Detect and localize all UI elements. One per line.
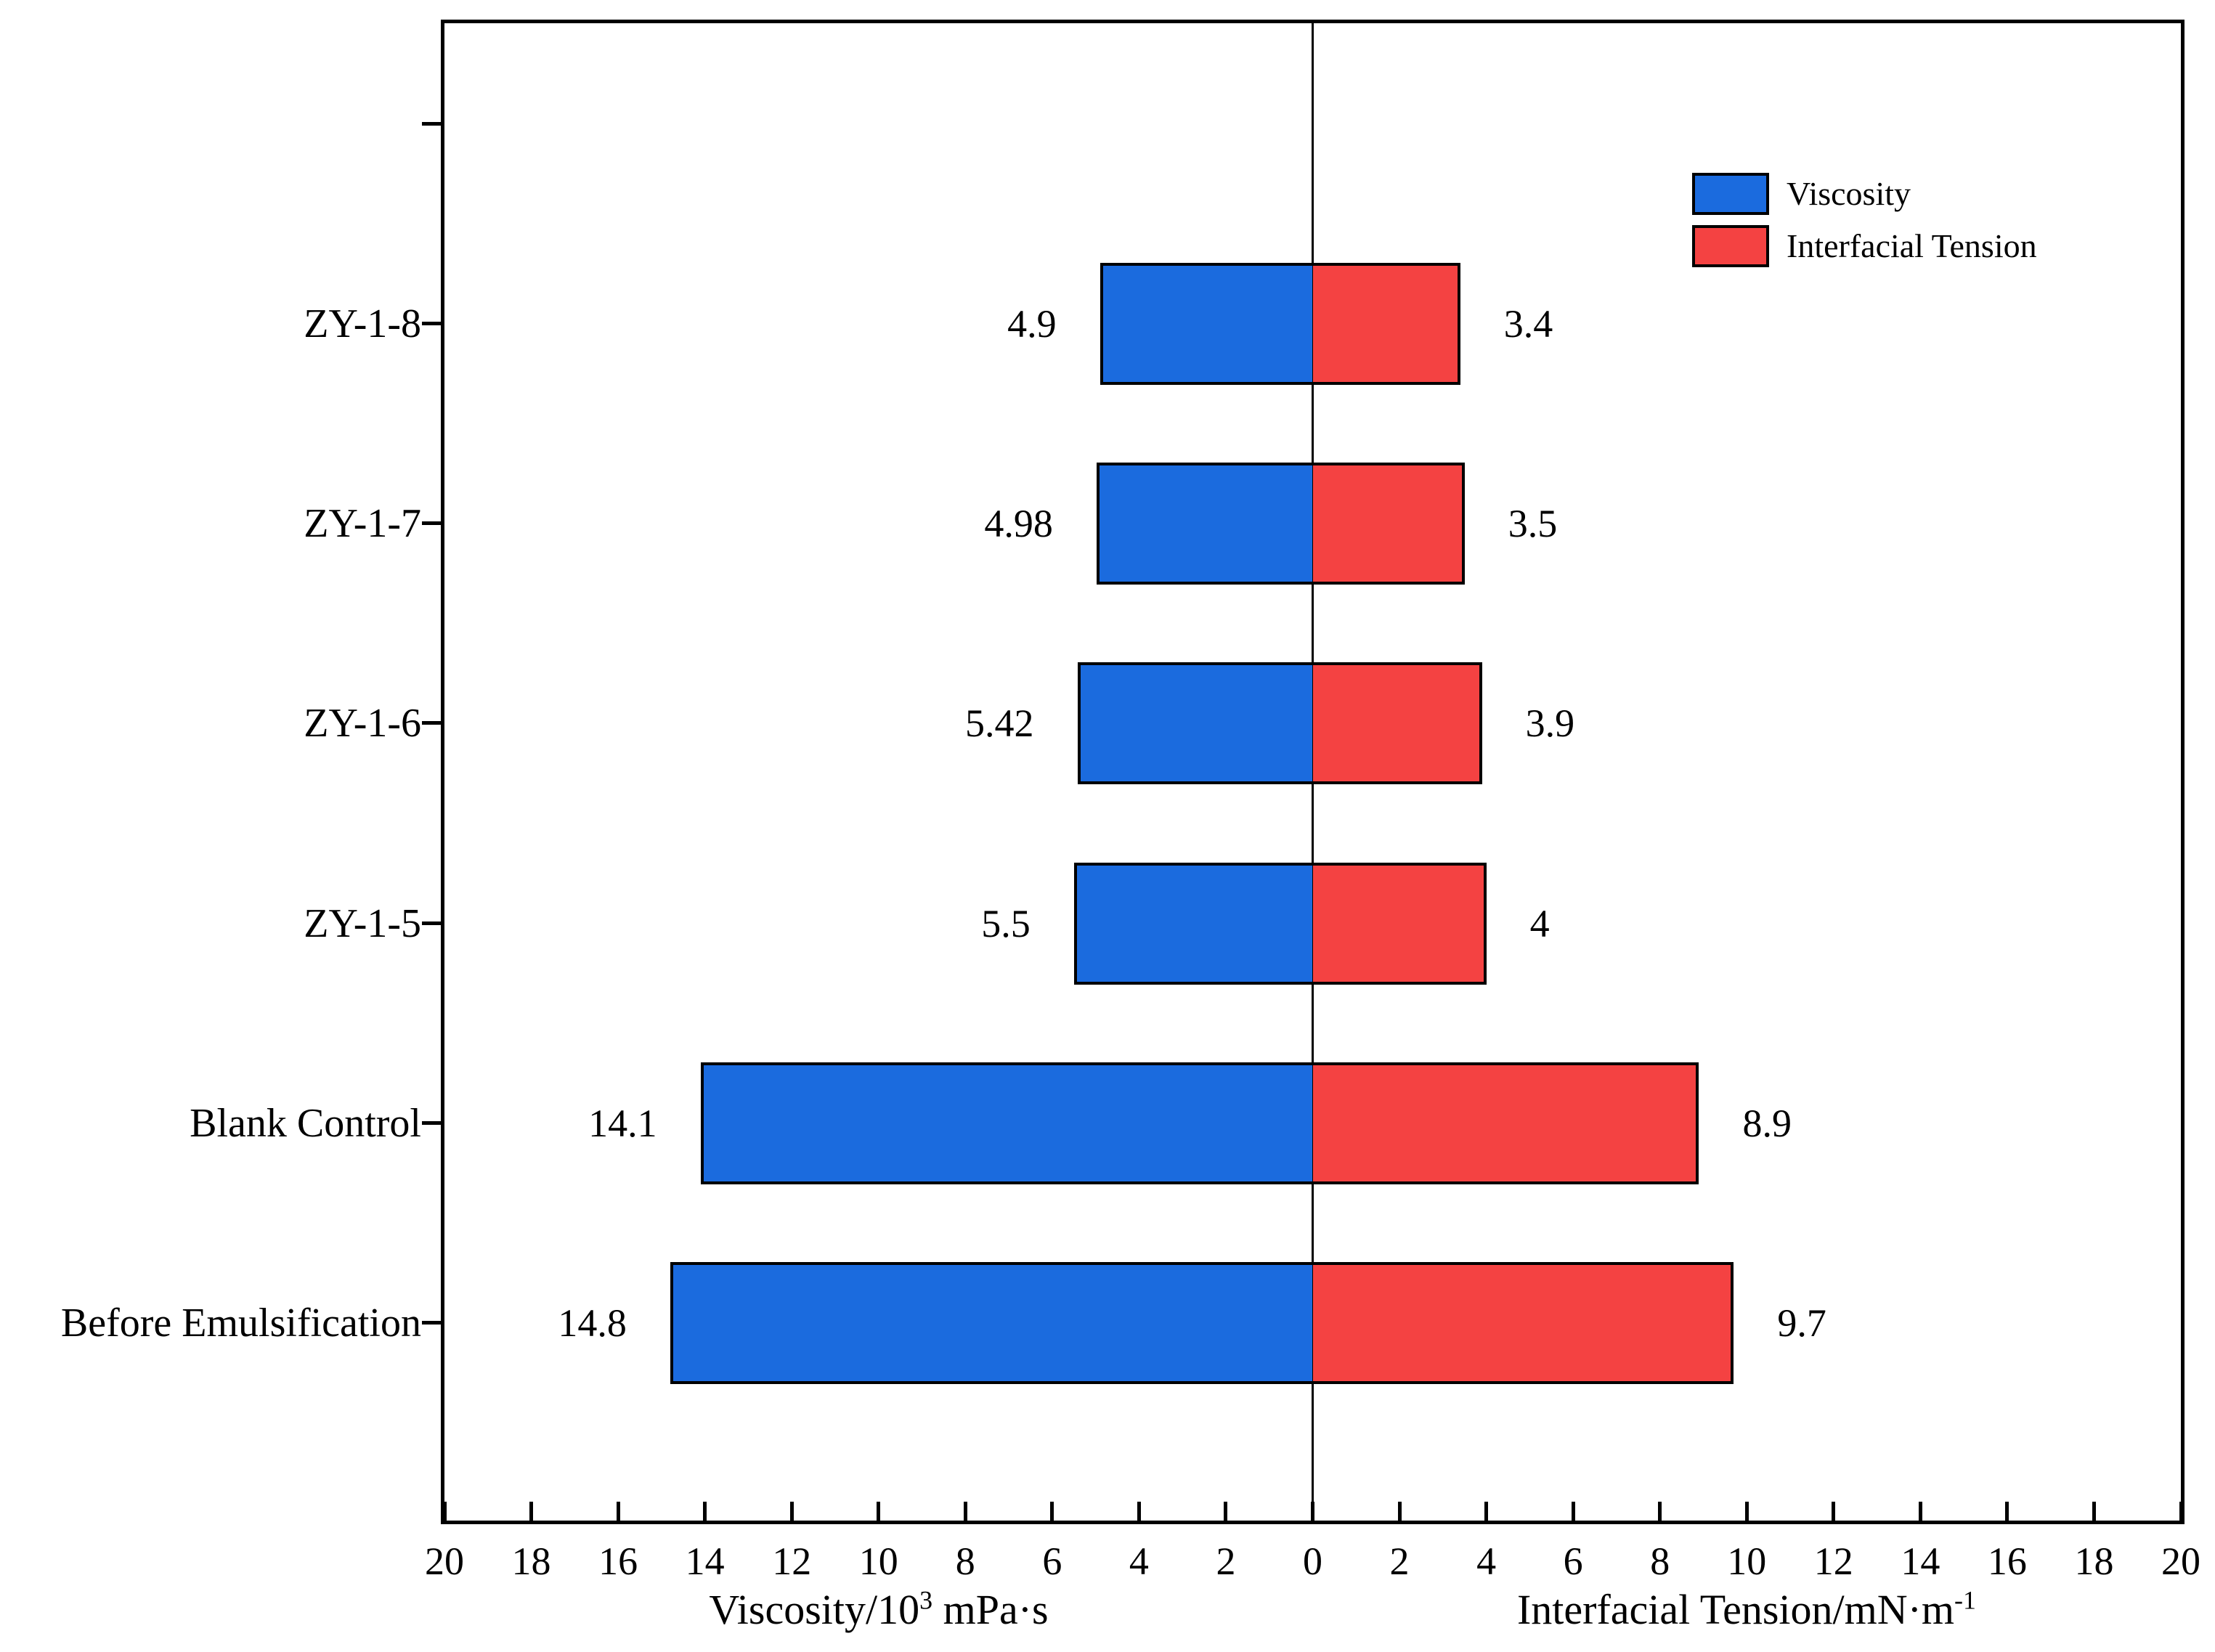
x-tick <box>1744 1502 1749 1521</box>
x-axis-title-viscosity-exponent: 3 <box>919 1585 933 1615</box>
x-tick <box>529 1502 534 1521</box>
x-tick <box>2179 1502 2183 1521</box>
x-tick-label: 0 <box>1303 1539 1322 1583</box>
y-tick <box>422 921 441 925</box>
category-label: ZY-1-6 <box>304 701 421 746</box>
x-tick-label: 14 <box>1901 1539 1940 1583</box>
tension-value-label: 9.7 <box>1777 1301 1826 1345</box>
x-tick <box>1918 1502 1922 1521</box>
x-tick-label: 2 <box>1216 1539 1236 1583</box>
category-label: ZY-1-8 <box>304 301 421 346</box>
tension-bar <box>1312 862 1487 985</box>
viscosity-value-label: 4.98 <box>984 502 1053 546</box>
x-axis-title-interfacial-tension: Interfacial Tension/mN·m-1 <box>1275 1583 2215 1637</box>
x-axis-title-tension-exponent: -1 <box>1954 1585 1976 1615</box>
viscosity-bar <box>1096 463 1313 585</box>
x-tick <box>1571 1502 1575 1521</box>
viscosity-value-label: 5.5 <box>981 901 1031 945</box>
legend-label-viscosity: Viscosity <box>1787 175 1911 212</box>
category-label: ZY-1-5 <box>304 900 421 946</box>
tension-value-label: 3.5 <box>1508 502 1558 546</box>
x-tick-label: 12 <box>1813 1539 1853 1583</box>
x-tick <box>1397 1502 1402 1521</box>
x-tick-label: 18 <box>511 1539 551 1583</box>
x-tick <box>1658 1502 1662 1521</box>
x-tick <box>2005 1502 2009 1521</box>
viscosity-bar <box>1077 662 1313 785</box>
x-tick-label: 2 <box>1389 1539 1410 1583</box>
x-axis-title-tension-text: Interfacial Tension/mN·m <box>1516 1586 1955 1633</box>
x-tick-label: 4 <box>1476 1539 1497 1583</box>
viscosity-value-label: 5.42 <box>965 701 1034 746</box>
y-tick <box>422 721 441 725</box>
x-tick <box>616 1502 620 1521</box>
x-tick <box>1224 1502 1228 1521</box>
viscosity-bar <box>1073 862 1313 985</box>
x-tick-label: 20 <box>425 1539 464 1583</box>
x-tick <box>877 1502 881 1521</box>
x-tick-label: 18 <box>2074 1539 2114 1583</box>
y-tick <box>422 322 441 325</box>
x-tick-label: 6 <box>1563 1539 1583 1583</box>
tension-value-label: 3.9 <box>1525 701 1575 746</box>
x-tick <box>1311 1502 1314 1521</box>
x-tick <box>963 1502 967 1521</box>
x-tick-label: 10 <box>1727 1539 1767 1583</box>
viscosity-value-label: 14.1 <box>588 1101 657 1145</box>
viscosity-bar <box>700 1062 1313 1184</box>
y-tick <box>422 1120 441 1125</box>
x-tick-label: 10 <box>858 1539 898 1583</box>
x-tick <box>1050 1502 1054 1521</box>
tension-bar <box>1312 263 1460 385</box>
viscosity-bar <box>1100 263 1313 385</box>
category-label: ZY-1-7 <box>304 501 421 547</box>
x-tick <box>2092 1502 2096 1521</box>
tension-bar <box>1312 662 1482 785</box>
tension-value-label: 8.9 <box>1742 1101 1792 1145</box>
x-tick <box>1137 1502 1141 1521</box>
x-tick <box>703 1502 707 1521</box>
tension-value-label: 3.4 <box>1503 302 1553 346</box>
x-tick-label: 16 <box>598 1539 638 1583</box>
x-tick-label: 16 <box>1987 1539 2027 1583</box>
tension-value-label: 4 <box>1529 901 1550 945</box>
legend-label-interfacial-tension: Interfacial Tension <box>1787 227 2037 264</box>
x-tick-label: 14 <box>685 1539 725 1583</box>
x-tick-label: 20 <box>2161 1539 2200 1583</box>
x-tick-label: 6 <box>1042 1539 1062 1583</box>
viscosity-swatch-icon <box>1692 173 1769 215</box>
x-tick <box>442 1502 447 1521</box>
x-tick <box>1484 1502 1489 1521</box>
tension-bar <box>1312 1262 1734 1384</box>
viscosity-bar <box>670 1262 1313 1384</box>
x-axis-title-viscosity: Viscosity/103 mPa·s <box>407 1583 1351 1637</box>
viscosity-value-label: 4.9 <box>1007 302 1057 346</box>
viscosity-value-label: 14.8 <box>558 1301 627 1345</box>
x-tick <box>1832 1502 1836 1521</box>
x-tick <box>789 1502 794 1521</box>
y-tick <box>422 121 441 126</box>
tension-bar <box>1312 463 1465 585</box>
tension-bar <box>1312 1062 1699 1184</box>
category-label: Before Emulsification <box>60 1301 421 1346</box>
x-tick-label: 12 <box>772 1539 812 1583</box>
y-tick <box>422 1321 441 1325</box>
x-axis-title-viscosity-unit: mPa·s <box>932 1586 1049 1633</box>
category-label: Blank Control <box>190 1100 421 1146</box>
x-tick-label: 8 <box>1650 1539 1670 1583</box>
x-tick-label: 4 <box>1129 1539 1149 1583</box>
x-tick-label: 8 <box>955 1539 975 1583</box>
y-tick <box>422 521 441 526</box>
x-axis-title-viscosity-text: Viscosity/10 <box>709 1586 920 1633</box>
interfacial-tension-swatch-icon <box>1692 225 1769 267</box>
